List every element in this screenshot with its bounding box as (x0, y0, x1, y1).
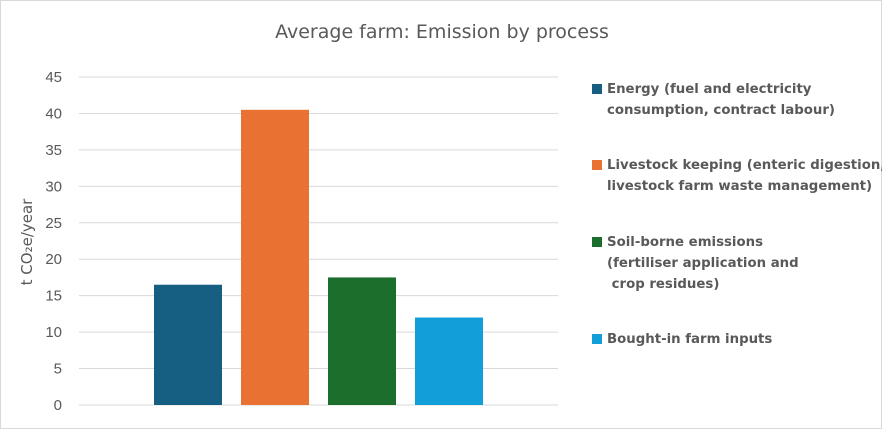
legend-item: Soil-borne emissions (fertiliser applica… (592, 232, 877, 295)
legend-swatch (592, 84, 602, 94)
y-tick-label: 5 (54, 361, 62, 378)
legend-label: Livestock keeping (enteric digestion, li… (607, 158, 882, 194)
bar-3 (328, 277, 396, 405)
legend-label: Bought-in farm inputs (607, 332, 773, 347)
y-axis-title: t CO₂e/year (18, 198, 36, 286)
gridlines (79, 76, 558, 406)
bar-1 (154, 284, 222, 405)
legend-item: Livestock keeping (enteric digestion, li… (592, 155, 882, 197)
legend-swatch (592, 160, 602, 170)
chart-title: Average farm: Emission by process (275, 21, 609, 43)
bars (154, 109, 483, 406)
y-tick-label: 10 (45, 324, 62, 341)
legend-item: Bought-in farm inputs (592, 329, 877, 350)
legend-item: Energy (fuel and electricity consumption… (592, 79, 877, 121)
y-tick-label: 20 (45, 251, 62, 268)
y-tick-label: 30 (45, 178, 62, 195)
bar-4 (415, 317, 483, 405)
y-tick-label: 25 (45, 215, 62, 232)
y-tick-label: 45 (45, 69, 62, 86)
bar-2 (241, 109, 309, 406)
y-tick-label: 15 (45, 288, 62, 305)
legend-swatch (592, 334, 602, 344)
legend-label: Soil-borne emissions (fertiliser applica… (607, 235, 799, 292)
legend: Energy (fuel and electricity consumption… (592, 79, 882, 384)
y-tick-label: 35 (45, 142, 62, 159)
y-tick-label: 0 (54, 397, 62, 414)
y-tick-label: 40 (45, 105, 62, 122)
legend-swatch (592, 237, 602, 247)
legend-label: Energy (fuel and electricity consumption… (607, 82, 835, 118)
y-axis-ticks: 0 5 10 15 20 25 30 35 40 45 (45, 69, 62, 414)
